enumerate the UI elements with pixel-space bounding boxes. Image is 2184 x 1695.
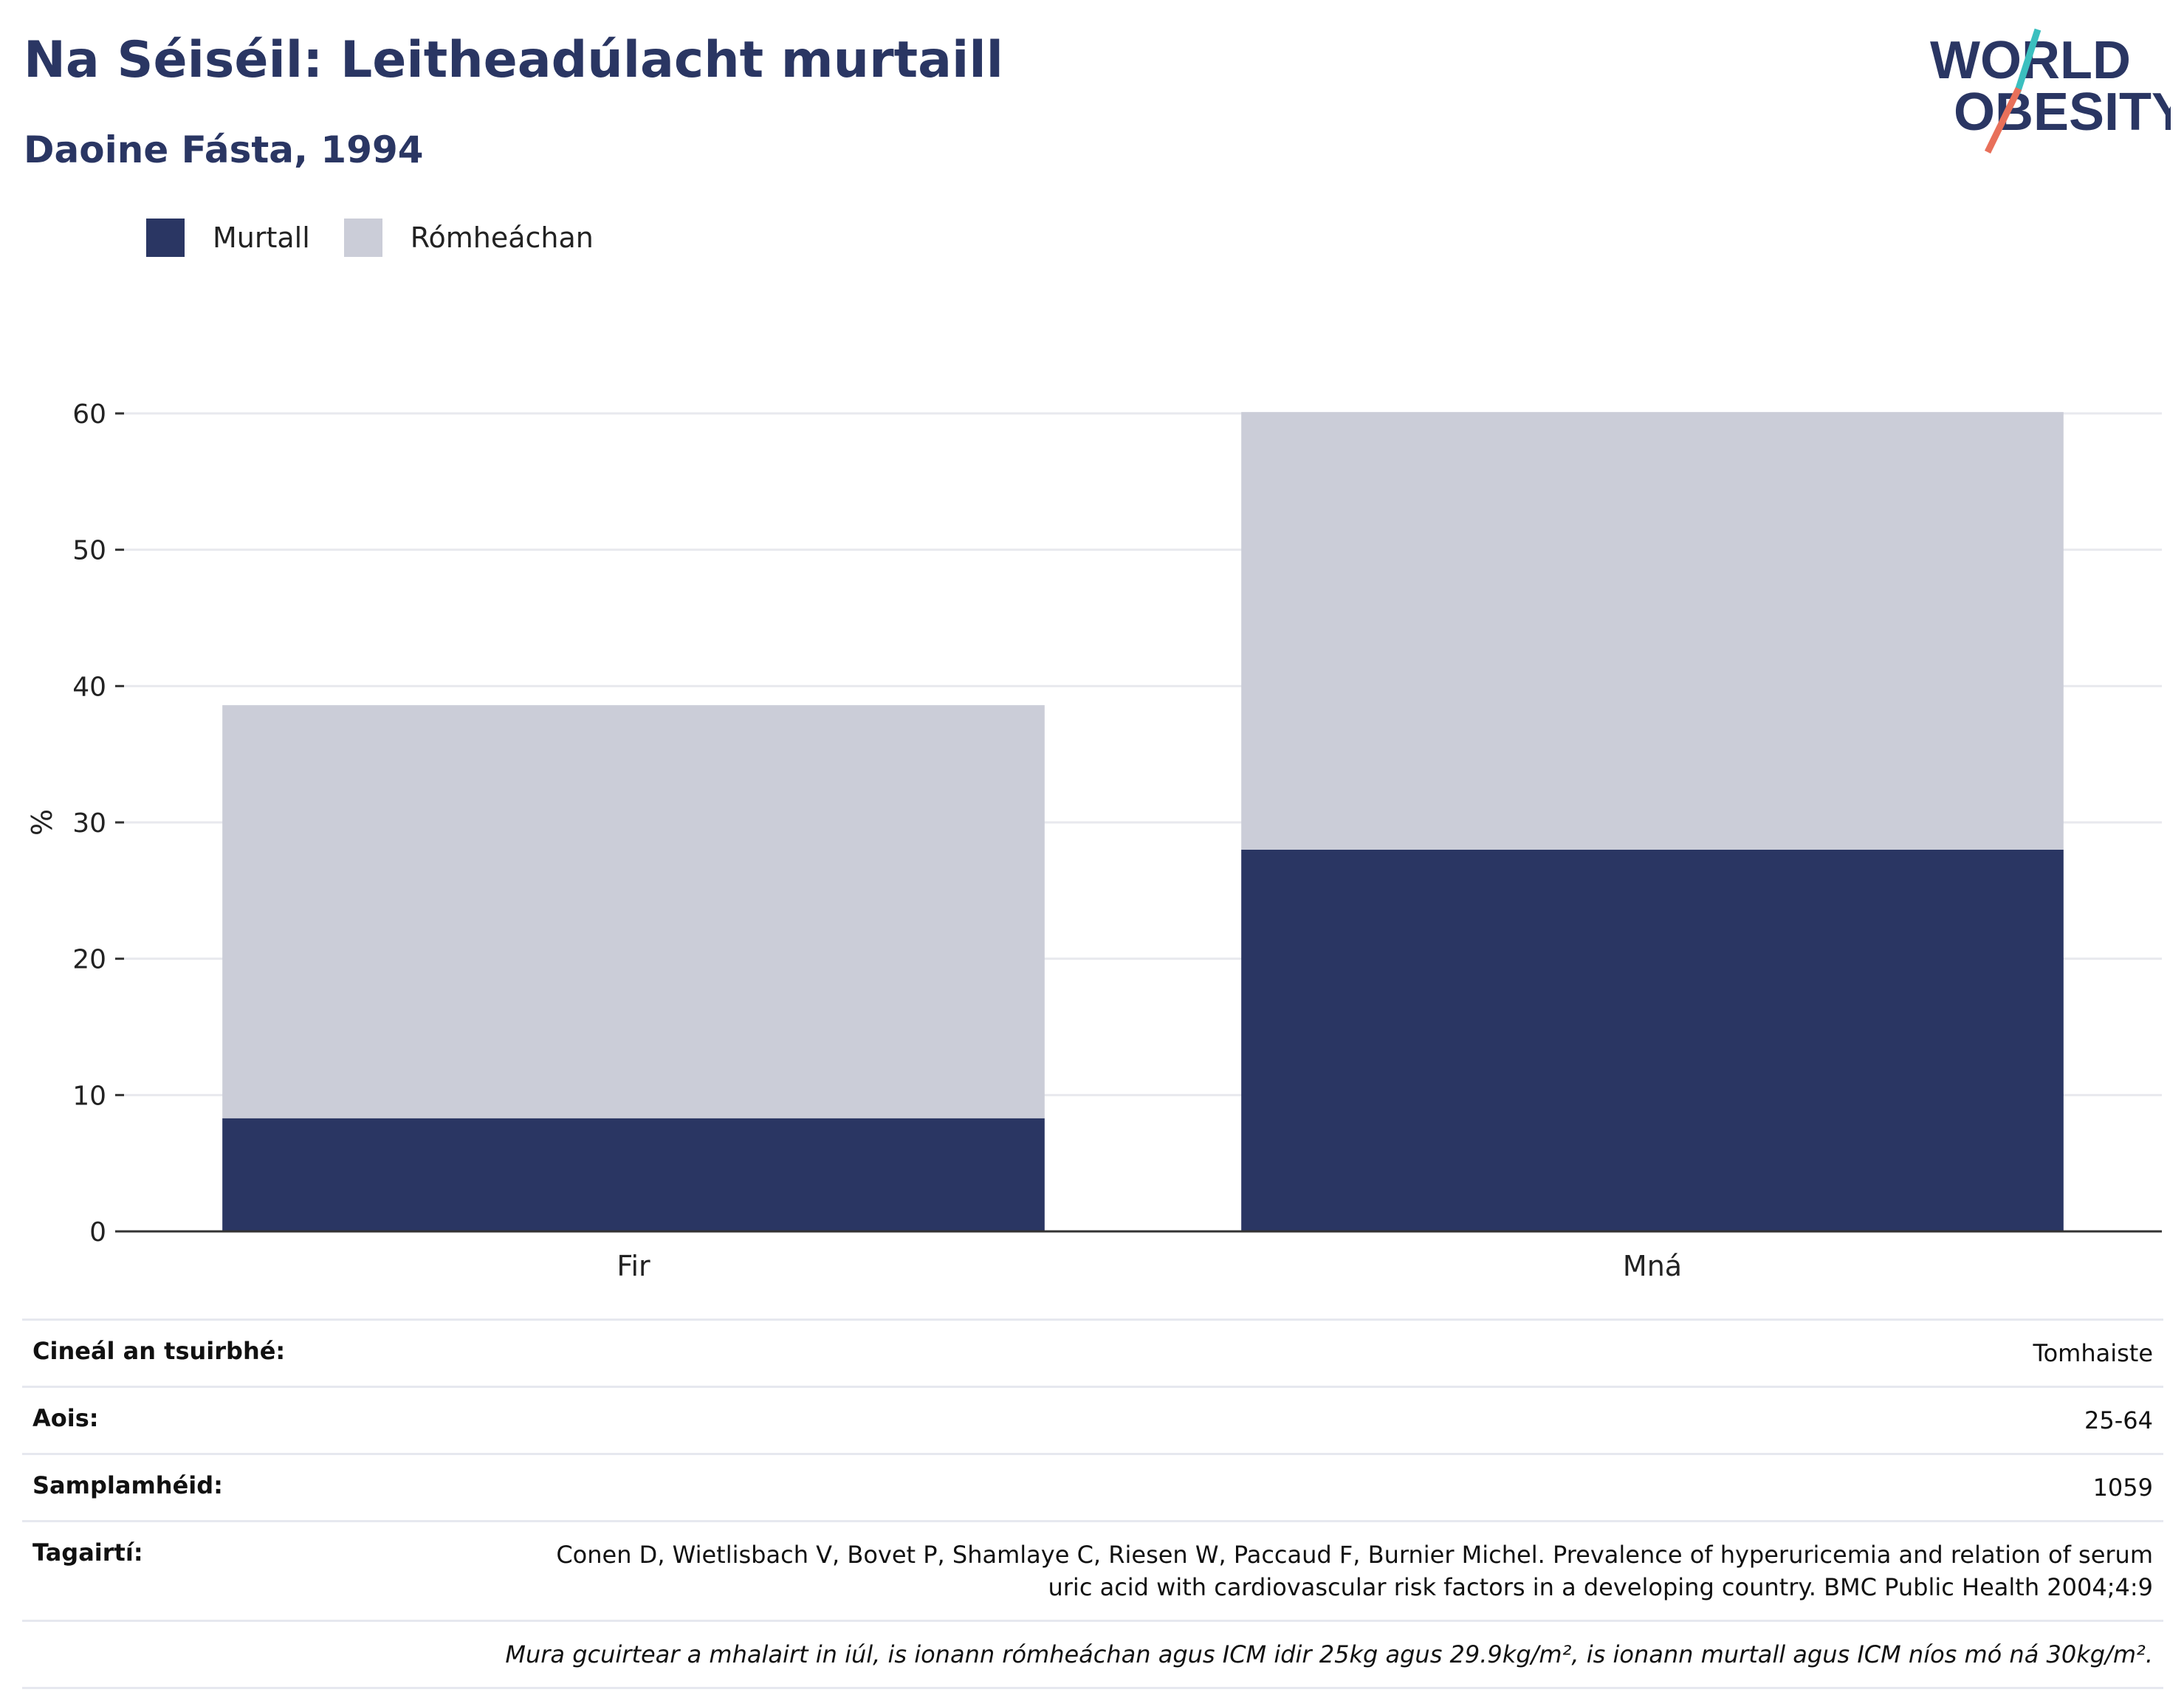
- logo-word-obesity: OBESITY: [1954, 83, 2171, 142]
- legend-item-obesity: Murtall: [146, 219, 310, 257]
- x-tick-label: Fir: [617, 1250, 650, 1282]
- y-tick-label: 40: [72, 672, 106, 702]
- survey-metadata-table: Cineál an tsuirbhé: Tomhaiste Aois: 25-6…: [22, 1318, 2163, 1689]
- bar-overweight-men: [222, 705, 1045, 1118]
- y-tick-label: 30: [72, 808, 106, 839]
- bar-obesity-men: [222, 1118, 1045, 1231]
- references-label: Tagairtí:: [32, 1538, 143, 1567]
- legend-label-obesity: Murtall: [213, 221, 310, 254]
- y-axis-label: %: [26, 809, 58, 836]
- world-obesity-logo: WORLD OBESITY: [1930, 28, 2171, 154]
- legend-swatch-overweight: [343, 219, 382, 257]
- bmi-definition-note: Mura gcuirtear a mhalairt in iúl, is ion…: [505, 1640, 2153, 1668]
- x-tick-label: Mná: [1623, 1250, 1682, 1282]
- meta-row-references: Tagairtí: Conen D, Wietlisbach V, Bovet …: [22, 1520, 2163, 1620]
- meta-row-note: Mura gcuirtear a mhalairt in iúl, is ion…: [22, 1620, 2163, 1689]
- chart-title: Na Séiséil: Leitheadúlacht murtaill: [24, 31, 1003, 89]
- bar-obesity-women: [1241, 849, 2064, 1231]
- sample-size-label: Samplamhéid:: [32, 1471, 223, 1499]
- legend-label-overweight: Rómheáchan: [410, 221, 594, 254]
- meta-row-age: Aois: 25-64: [22, 1386, 2163, 1453]
- survey-type-label: Cineál an tsuirbhé:: [32, 1337, 286, 1365]
- logo-slash-teal: [2013, 28, 2042, 94]
- legend: Murtall Rómheáchan: [146, 219, 628, 257]
- sample-size-value: 1059: [2092, 1474, 2153, 1502]
- y-tick-label: 50: [72, 536, 106, 566]
- meta-row-sample-size: Samplamhéid: 1059: [22, 1453, 2163, 1520]
- references-value: Conen D, Wietlisbach V, Bovet P, Shamlay…: [556, 1538, 2153, 1603]
- age-label: Aois:: [32, 1404, 99, 1432]
- y-tick-label: 20: [72, 945, 106, 975]
- legend-item-overweight: Rómheáchan: [343, 219, 594, 257]
- bar-chart: 0 10 20 30 40 50 60% Fir Mná: [26, 399, 2162, 1282]
- chart-subtitle: Daoine Fásta, 1994: [24, 128, 424, 171]
- legend-swatch-obesity: [146, 219, 185, 257]
- references-line-1: Conen D, Wietlisbach V, Bovet P, Shamlay…: [556, 1541, 2153, 1569]
- meta-row-survey-type: Cineál an tsuirbhé: Tomhaiste: [22, 1318, 2163, 1386]
- logo-slash-coral: [1984, 87, 2022, 154]
- age-value: 25-64: [2084, 1406, 2153, 1434]
- y-tick-label: 10: [72, 1081, 106, 1111]
- bar-overweight-women: [1241, 412, 2064, 850]
- y-tick-label: 0: [89, 1217, 106, 1248]
- survey-type-value: Tomhaiste: [2033, 1339, 2153, 1367]
- y-tick-label: 60: [72, 399, 106, 430]
- references-line-2: uric acid with cardiovascular risk facto…: [1048, 1573, 2153, 1601]
